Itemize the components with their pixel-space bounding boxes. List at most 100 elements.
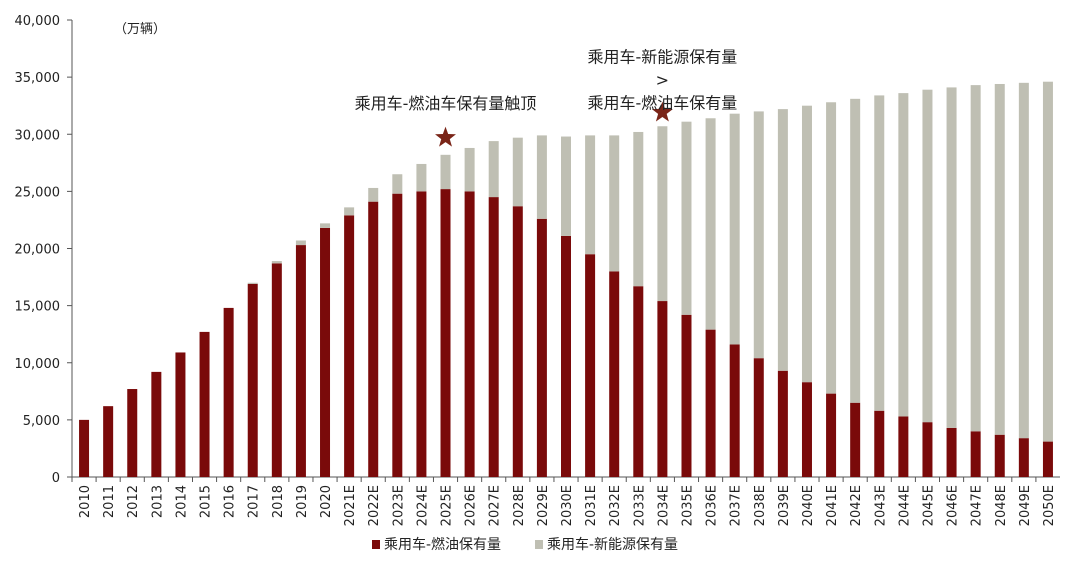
bar-nev: [633, 131, 644, 287]
x-tick-label: 2015: [199, 485, 214, 518]
bar-fuel: [705, 329, 716, 477]
x-tick-label: 2025E: [440, 485, 455, 526]
annotation-text: 乘用车-新能源保有量: [587, 47, 737, 66]
bar-fuel: [681, 314, 692, 477]
bar-fuel: [368, 201, 379, 477]
bar-fuel: [561, 235, 571, 477]
x-tick-label: 2043E: [873, 485, 888, 526]
bar-nev: [561, 136, 571, 236]
bar-nev: [464, 147, 475, 192]
bar-nev: [850, 98, 861, 403]
bar-fuel: [223, 307, 234, 477]
x-tick-label: 2038E: [753, 485, 768, 526]
bar-fuel: [994, 434, 1005, 477]
annotation-text: 乘用车-燃油车保有量: [587, 93, 737, 112]
bar-fuel: [970, 431, 981, 477]
bar-fuel: [753, 358, 764, 477]
x-tick-label: 2040E: [801, 485, 816, 526]
bar-fuel: [536, 218, 547, 478]
x-tick-label: 2023E: [391, 485, 406, 526]
x-tick-label: 2024E: [415, 485, 430, 526]
y-tick-label: 30,000: [15, 128, 61, 143]
x-tick-label: 2044E: [897, 485, 912, 526]
bar-fuel: [946, 427, 957, 477]
bar-fuel: [79, 419, 90, 477]
x-tick-label: 2046E: [946, 485, 961, 526]
x-tick-label: 2033E: [632, 485, 647, 526]
bar-fuel: [609, 271, 620, 477]
bar-nev: [368, 187, 379, 202]
bar-nev: [970, 85, 981, 432]
bar-fuel: [320, 227, 331, 477]
bar-nev: [1042, 81, 1053, 442]
annotations: 乘用车-燃油车保有量触顶 乘用车-新能源保有量 > 乘用车-燃油车保有量: [355, 47, 737, 147]
bar-nev: [922, 89, 933, 423]
y-tick-label: 0: [52, 471, 60, 486]
bar-fuel: [440, 189, 451, 477]
bar-fuel: [247, 283, 258, 477]
y-tick-label: 40,000: [15, 14, 61, 29]
legend: 乘用车-燃油保有量 乘用车-新能源保有量: [372, 536, 678, 553]
x-tick-label: 2020: [319, 485, 334, 518]
x-tick-label: 2011: [102, 485, 117, 518]
bar-nev: [705, 118, 716, 330]
y-tick-label: 5,000: [23, 414, 60, 429]
bar-fuel: [175, 352, 186, 477]
bar-nev: [609, 135, 620, 272]
x-tick-label: 2019: [295, 485, 310, 518]
bar-fuel: [392, 193, 403, 477]
bar-nev: [777, 109, 788, 371]
bar-fuel: [464, 191, 475, 477]
bar-nev: [536, 135, 547, 219]
x-tick-label: 2010: [78, 485, 93, 518]
x-tick-label: 2012: [126, 485, 141, 518]
y-axis: 0 5,000 10,000 15,000 20,000 25,000 30,000 35,0…: [15, 14, 73, 486]
x-tick-label: 2013: [150, 485, 165, 518]
y-tick-label: 10,000: [15, 357, 61, 372]
x-tick-label: 2039E: [777, 485, 792, 526]
annotation-text: 乘用车-燃油车保有量触顶: [355, 94, 537, 113]
x-tick-label: 2014: [174, 485, 189, 518]
x-tick-label: 2018: [271, 485, 286, 518]
bar-fuel: [1018, 438, 1029, 477]
x-tick-label: 2042E: [849, 485, 864, 526]
x-tick-label: 2028E: [512, 485, 527, 526]
legend-label: 乘用车-燃油保有量: [384, 536, 501, 553]
bar-nev: [753, 111, 764, 359]
bar-fuel: [344, 215, 355, 477]
bar-fuel: [127, 389, 138, 477]
bar-nev: [344, 207, 355, 216]
bar-nev: [271, 261, 282, 264]
bar-fuel: [633, 286, 644, 477]
bar-nev: [874, 95, 885, 411]
y-tick-label: 35,000: [15, 71, 61, 86]
bar-fuel: [103, 406, 114, 477]
x-tick-label: 2035E: [680, 485, 695, 526]
bar-fuel: [826, 393, 837, 477]
x-tick-label: 2047E: [970, 485, 985, 526]
bar-fuel: [898, 416, 909, 477]
x-tick-label: 2030E: [560, 485, 575, 526]
x-tick-label: 2041E: [825, 485, 840, 526]
legend-swatch: [372, 540, 380, 549]
x-tick-label: 2045E: [921, 485, 936, 526]
bar-nev: [512, 137, 523, 207]
bar-fuel: [512, 206, 523, 478]
x-tick-label: 2050E: [1042, 485, 1057, 526]
bar-nev: [1018, 82, 1029, 439]
y-tick-label: 15,000: [15, 300, 61, 315]
bar-fuel: [585, 254, 596, 477]
x-tick-label: 2034E: [656, 485, 671, 526]
bar-nev: [585, 135, 596, 255]
x-tick-label: 2032E: [608, 485, 623, 526]
legend-swatch: [535, 540, 543, 549]
bar-nev: [946, 87, 957, 428]
bar-nev: [657, 126, 668, 302]
x-tick-label: 2049E: [1018, 485, 1033, 526]
x-tick-label: 2026E: [464, 485, 479, 526]
star-marker: [435, 126, 456, 147]
bars: [79, 81, 1053, 478]
bar-fuel: [488, 197, 499, 477]
x-tick-label: 2031E: [584, 485, 599, 526]
x-tick-label: 2048E: [994, 485, 1009, 526]
